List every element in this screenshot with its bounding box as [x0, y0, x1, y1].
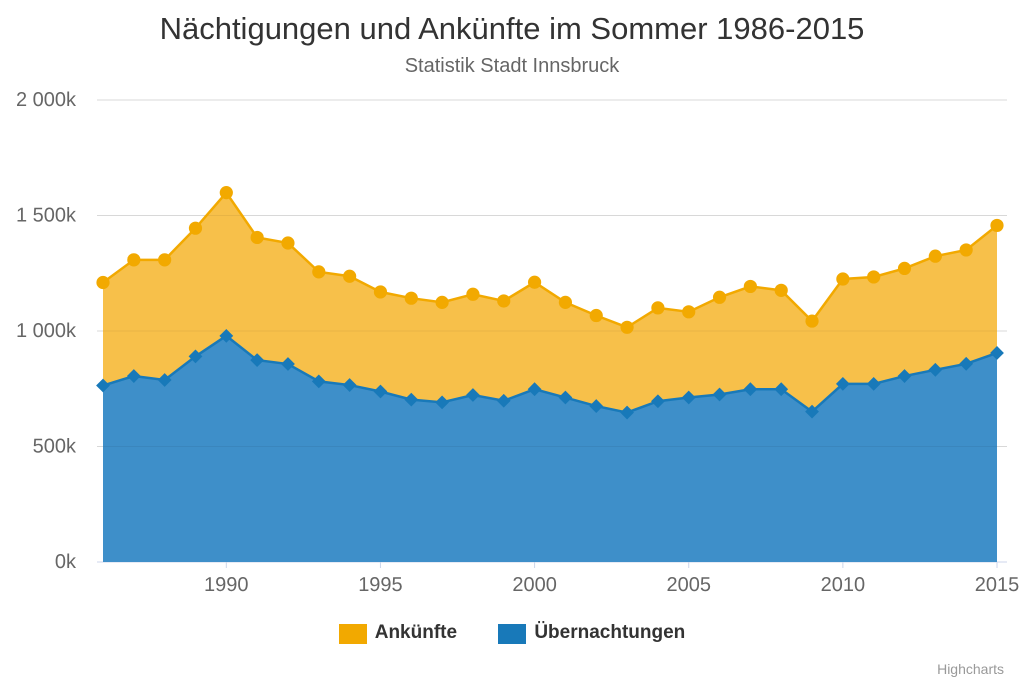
svg-text:2000: 2000 [512, 574, 557, 596]
svg-text:500k: 500k [33, 436, 77, 458]
svg-text:2015: 2015 [975, 574, 1020, 596]
svg-text:0k: 0k [55, 551, 77, 573]
svg-text:2005: 2005 [666, 574, 711, 596]
svg-text:1995: 1995 [358, 574, 403, 596]
svg-text:1990: 1990 [204, 574, 249, 596]
svg-text:2 000k: 2 000k [16, 89, 77, 111]
svg-text:1 000k: 1 000k [16, 320, 77, 342]
svg-text:2010: 2010 [821, 574, 866, 596]
svg-text:1 500k: 1 500k [16, 205, 77, 227]
